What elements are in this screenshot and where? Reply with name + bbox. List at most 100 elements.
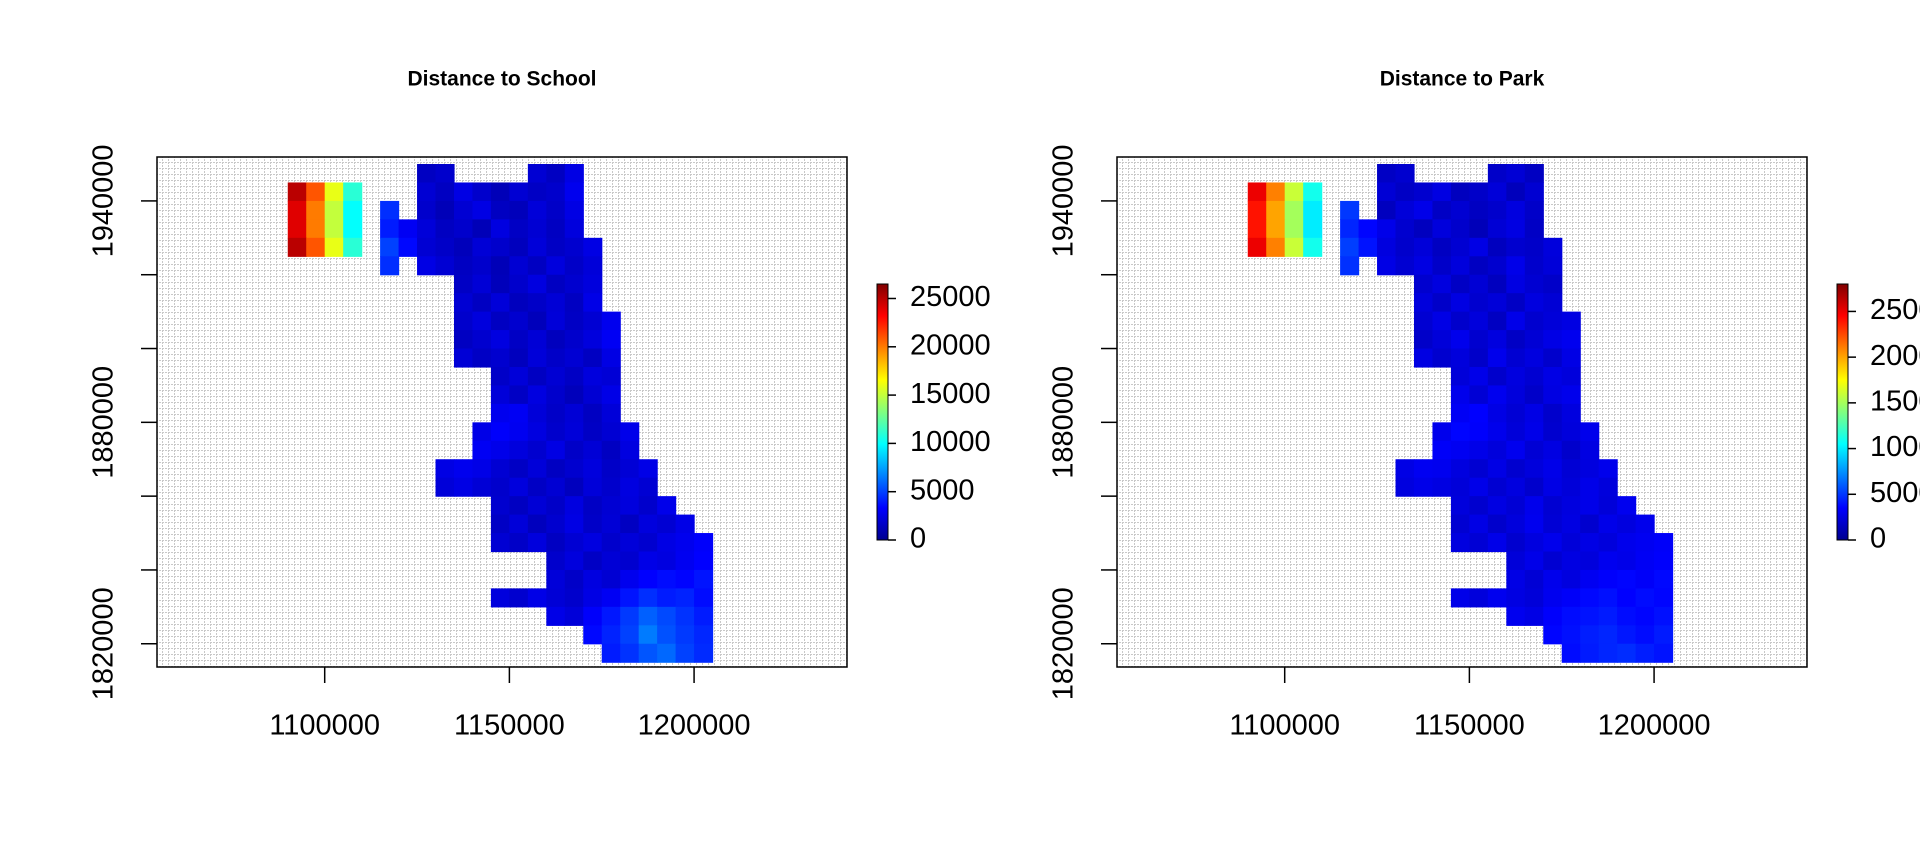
raster-cell: [546, 366, 566, 387]
raster-cell: [1561, 496, 1581, 516]
raster-cell: [1524, 569, 1544, 589]
raster-cell: [509, 219, 529, 239]
raster-cell: [472, 237, 492, 257]
raster-cell: [1524, 551, 1544, 571]
raster-cell: [490, 200, 510, 220]
raster-cell: [1506, 293, 1526, 313]
raster-cell: [1580, 514, 1600, 534]
raster-cell: [1450, 588, 1470, 608]
raster-cell: [1284, 182, 1304, 202]
colorbar-tick-label: 5000: [1870, 477, 1920, 509]
raster-cell: [1543, 625, 1563, 645]
raster-cell: [1395, 164, 1415, 184]
colorbar-tick-label: 20000: [910, 329, 991, 361]
raster-cell: [564, 237, 584, 257]
raster-cell: [1432, 330, 1452, 350]
raster-cell: [564, 514, 584, 534]
y-tick-label: 1820000: [88, 587, 120, 700]
raster-cell: [472, 459, 492, 479]
raster-cell: [1450, 274, 1470, 294]
raster-cell: [583, 237, 603, 257]
raster-cell: [583, 588, 603, 608]
raster-cell: [380, 256, 400, 276]
raster-cell: [509, 348, 529, 368]
raster-cell: [1561, 403, 1581, 423]
raster-cell: [1580, 588, 1600, 608]
raster-cell: [1561, 385, 1581, 405]
raster-cell: [1340, 219, 1360, 239]
raster-cell: [1506, 477, 1526, 497]
raster-cell: [509, 533, 529, 553]
raster-cell: [564, 311, 584, 331]
raster-cell: [620, 477, 640, 497]
raster-cell: [453, 237, 474, 257]
raster-cell: [1413, 477, 1434, 497]
raster-cell: [1524, 606, 1544, 626]
raster-cell: [1432, 293, 1452, 313]
x-tick-label: 1100000: [269, 710, 380, 742]
raster-cell: [1284, 237, 1304, 257]
raster-cell: [564, 477, 584, 497]
raster-cell: [435, 182, 455, 202]
raster-cell: [1654, 625, 1674, 645]
raster-cell: [1506, 200, 1526, 220]
raster-cell: [509, 422, 529, 442]
raster-cell: [1450, 348, 1470, 368]
raster-cell: [1654, 569, 1674, 589]
raster-cell: [1413, 219, 1434, 239]
raster-cell: [620, 514, 640, 534]
raster-cell: [1487, 219, 1507, 239]
raster-cell: [509, 256, 529, 276]
raster-cell: [620, 643, 640, 663]
raster-cell: [1266, 200, 1286, 220]
raster-cell: [1543, 311, 1563, 331]
raster-cell: [675, 551, 695, 571]
raster-cell: [1543, 403, 1563, 423]
raster-cell: [1580, 606, 1600, 626]
raster-cell: [324, 219, 344, 239]
raster-cell: [1487, 330, 1507, 350]
raster-cell: [1524, 200, 1544, 220]
raster-cell: [1543, 385, 1563, 405]
raster-cell: [490, 219, 510, 239]
raster-cell: [1598, 551, 1618, 571]
raster-cell: [417, 237, 437, 257]
raster-cell: [694, 643, 714, 663]
raster-cell: [601, 422, 621, 442]
raster-cell: [472, 200, 492, 220]
x-tick-label: 1200000: [1598, 710, 1711, 742]
raster-cell: [583, 256, 603, 276]
raster-cell: [546, 422, 566, 442]
raster-cell: [1487, 403, 1507, 423]
raster-cell: [620, 625, 640, 645]
raster-cell: [1469, 514, 1489, 534]
raster-cell: [435, 256, 455, 276]
raster-cell: [527, 514, 547, 534]
raster-cell: [490, 182, 510, 202]
raster-cell: [601, 588, 621, 608]
raster-cell: [1561, 422, 1581, 442]
raster-cell: [1617, 625, 1637, 645]
raster-cell: [1635, 533, 1655, 553]
raster-cell: [1413, 311, 1434, 331]
raster-cell: [490, 440, 510, 460]
raster-cell: [546, 496, 566, 516]
colorbar-tick-label: 15000: [1870, 386, 1920, 418]
raster-cell: [564, 403, 584, 423]
raster-cell: [564, 164, 584, 184]
raster-cell: [398, 219, 418, 239]
raster-cell: [1340, 256, 1360, 276]
raster-cell: [1617, 551, 1637, 571]
colorbar-tick-label: 25000: [1870, 294, 1920, 326]
raster-cell: [1487, 311, 1507, 331]
raster-cell: [472, 348, 492, 368]
raster-cell: [527, 256, 547, 276]
raster-cell: [1524, 164, 1544, 184]
raster-cell: [1450, 330, 1470, 350]
raster-cell: [1506, 164, 1526, 184]
raster-cell: [1395, 237, 1415, 257]
raster-cell: [453, 311, 474, 331]
raster-cell: [1450, 440, 1470, 460]
raster-cell: [675, 588, 695, 608]
raster-cell: [1580, 422, 1600, 442]
